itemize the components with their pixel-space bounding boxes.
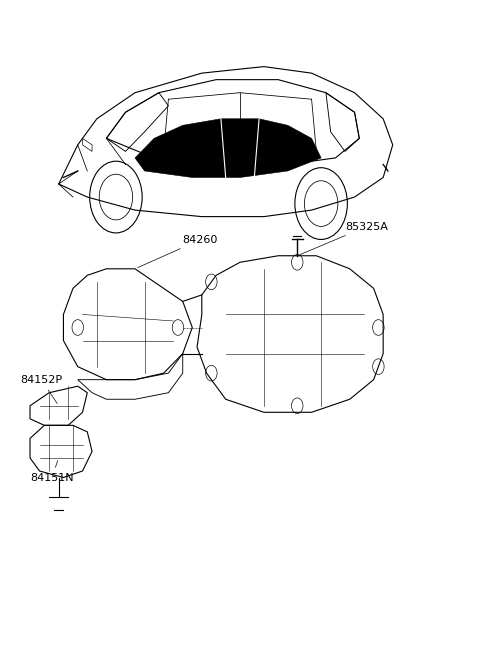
Text: 84151N: 84151N xyxy=(30,460,73,483)
Text: 85325A: 85325A xyxy=(300,221,388,255)
Text: 84260: 84260 xyxy=(138,234,218,268)
Polygon shape xyxy=(135,119,321,178)
Text: 84152P: 84152P xyxy=(21,375,62,403)
